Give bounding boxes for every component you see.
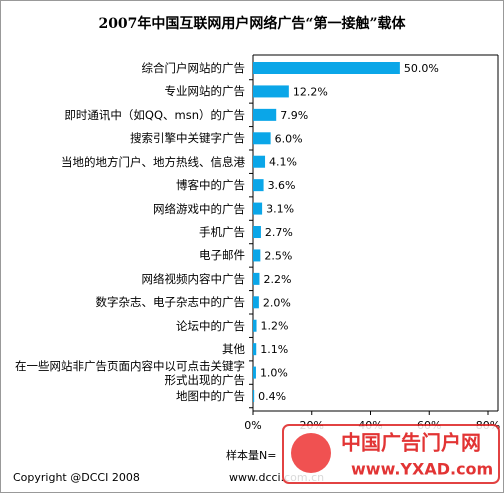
bar — [253, 202, 263, 215]
y-tick-label: 综合门户网站的广告 — [141, 61, 246, 75]
value-label: 2.7% — [265, 226, 293, 239]
y-tick-label: 网络视频内容中广告 — [141, 271, 246, 286]
y-tick-label: 其他 — [222, 342, 245, 357]
value-label: 3.6% — [268, 179, 296, 192]
value-label: 50.0% — [404, 62, 439, 75]
watermark-url: www.YXAD.com — [351, 460, 493, 479]
value-label: 1.1% — [260, 343, 288, 356]
bar — [253, 296, 259, 309]
x-tick-label: 0% — [244, 419, 261, 432]
y-tick-label: 论坛中的广告 — [176, 318, 245, 333]
bar — [253, 343, 257, 356]
chart-title: 2007年中国互联网用户网络广告“第一接触”载体 — [98, 16, 406, 32]
sample-note: 样本量N= — [226, 448, 276, 462]
y-tick-label: 数字杂志、电子杂志中的广告 — [95, 295, 246, 310]
watermark-box — [282, 424, 500, 484]
bar — [253, 390, 255, 403]
copyright: Copyright @DCCI 2008 — [13, 471, 140, 484]
y-tick-label: 即时通讯中（如QQ、msn）的广告 — [64, 107, 245, 122]
value-label: 2.5% — [264, 249, 292, 262]
y-tick-label: 网络游戏中的广告 — [153, 201, 245, 216]
watermark-name: 中国广告门户网 — [341, 431, 481, 455]
watermark-logo — [291, 433, 331, 473]
bar — [253, 226, 261, 239]
y-tick-label: 搜索引擎中关键字广告 — [130, 131, 245, 146]
bar — [253, 249, 261, 262]
y-tick-label: 电子邮件 — [199, 248, 245, 263]
value-label: 1.0% — [260, 367, 288, 380]
value-label: 0.4% — [258, 390, 286, 403]
value-label: 12.2% — [293, 85, 328, 98]
bar — [253, 85, 289, 98]
y-tick-label: 博客中的广告 — [176, 178, 245, 193]
bar — [253, 132, 271, 145]
y-tick-label: 地图中的广告 — [176, 389, 245, 404]
value-label: 2.2% — [263, 273, 291, 286]
bar — [253, 62, 400, 74]
value-label: 7.9% — [280, 109, 308, 122]
bar — [253, 272, 260, 285]
watermark: 中国广告门户网 www.YXAD.com — [282, 424, 500, 484]
value-label: 6.0% — [275, 132, 303, 145]
value-label: 4.1% — [269, 156, 297, 169]
y-tick-label: 手机广告 — [199, 225, 245, 239]
value-label: 3.1% — [266, 203, 294, 216]
y-tick-label: 当地的地方门户、地方热线、信息港 — [61, 154, 245, 169]
value-label: 2.0% — [263, 296, 291, 309]
bar — [253, 155, 266, 168]
y-tick-label: 在一些网站非广告页面内容中以可点击关键字形式出现的广告 — [15, 358, 245, 387]
value-label: 1.2% — [261, 320, 289, 333]
y-tick-label: 专业网站的广告 — [164, 84, 246, 99]
bar — [253, 179, 264, 192]
bar — [253, 319, 257, 332]
bar — [253, 108, 277, 121]
bar — [253, 366, 256, 379]
